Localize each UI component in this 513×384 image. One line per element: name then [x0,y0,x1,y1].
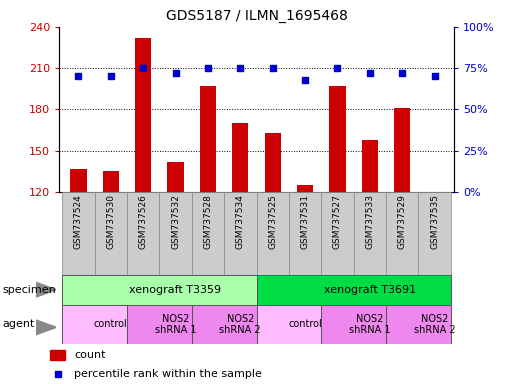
Bar [192,305,256,344]
Bar [362,140,378,192]
Bar [62,305,127,344]
Point [204,65,212,71]
Text: GSM737527: GSM737527 [333,194,342,249]
Text: GSM737525: GSM737525 [268,194,277,249]
Bar [127,192,160,275]
Bar [386,192,419,275]
Text: GSM737531: GSM737531 [301,194,309,250]
Text: percentile rank within the sample: percentile rank within the sample [74,369,262,379]
Text: NOS2
shRNA 1: NOS2 shRNA 1 [349,314,390,335]
Bar [192,192,224,275]
Text: specimen: specimen [3,285,56,295]
Bar [419,192,451,275]
Text: control: control [94,319,128,329]
Text: GSM737535: GSM737535 [430,194,439,250]
Text: agent: agent [3,319,35,329]
Bar [135,38,151,192]
Point [366,70,374,76]
Bar [289,192,321,275]
Bar [62,275,256,305]
Bar [329,86,346,192]
Text: GSM737534: GSM737534 [236,194,245,249]
Point [398,70,406,76]
Bar [256,192,289,275]
Text: count: count [74,350,106,360]
Text: GSM737533: GSM737533 [365,194,374,250]
Point [53,371,62,377]
Text: xenograft T3359: xenograft T3359 [129,285,222,295]
Point [333,65,342,71]
Bar [224,192,256,275]
Bar [200,86,216,192]
Polygon shape [36,320,56,335]
Point [430,73,439,79]
Text: GSM737529: GSM737529 [398,194,407,249]
Text: control: control [288,319,322,329]
Text: GSM737524: GSM737524 [74,194,83,249]
Point [171,70,180,76]
Bar [62,192,94,275]
Bar [353,192,386,275]
Text: NOS2
shRNA 1: NOS2 shRNA 1 [155,314,196,335]
Text: NOS2
shRNA 2: NOS2 shRNA 2 [220,314,261,335]
Text: xenograft T3691: xenograft T3691 [324,285,416,295]
Bar [256,305,321,344]
Bar [232,123,248,192]
Bar [297,185,313,192]
Bar [167,162,184,192]
Point [236,65,244,71]
Text: NOS2
shRNA 2: NOS2 shRNA 2 [414,314,456,335]
Point [269,65,277,71]
Bar [256,275,451,305]
Text: GSM737532: GSM737532 [171,194,180,249]
Title: GDS5187 / ILMN_1695468: GDS5187 / ILMN_1695468 [166,9,347,23]
Bar [265,133,281,192]
Text: GSM737528: GSM737528 [204,194,212,249]
Bar [160,192,192,275]
Point [301,77,309,83]
Bar [386,305,451,344]
Bar [394,108,410,192]
Point [74,73,83,79]
Polygon shape [36,282,56,297]
Point [139,65,147,71]
Text: GSM737530: GSM737530 [106,194,115,250]
Bar [103,171,119,192]
Bar [50,350,65,360]
Bar [321,305,386,344]
Bar [127,305,192,344]
Point [107,73,115,79]
Bar [94,192,127,275]
Bar [70,169,87,192]
Bar [321,192,353,275]
Text: GSM737526: GSM737526 [139,194,148,249]
